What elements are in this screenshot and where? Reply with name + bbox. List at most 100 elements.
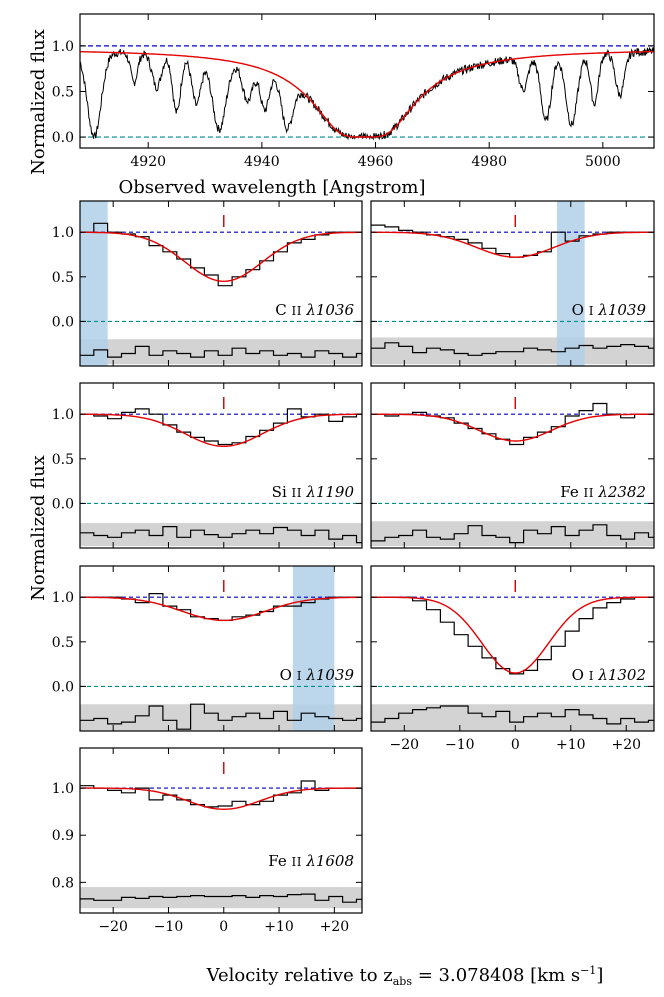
panels-xlabel-main: Velocity relative to z (206, 965, 393, 986)
velocity-ytick-label: 1.0 (52, 781, 74, 797)
velocity-panel-3: 0.0 0.5 1.0 Si II λ1190 (52, 382, 363, 549)
panels-xlabel-exp: −1 (580, 964, 596, 977)
panel-ion-label: O I λ1302 (572, 666, 646, 684)
panel-ion-label: O I λ1039 (572, 301, 647, 319)
data-step-line (80, 780, 362, 808)
ion-wavelength: λ1036 (305, 301, 354, 319)
ion-wavelength: λ1039 (597, 301, 646, 319)
velocity-panel-7: −20 −10 0 +10 +20 0.8 0.9 1.0 Fe II λ1608 (52, 747, 363, 935)
overview-dla-model-line (80, 50, 654, 138)
overview-plot-area (80, 45, 654, 141)
panel-ion-label: Fe II λ2382 (560, 483, 646, 501)
panels-xlabel-end: ] (596, 965, 603, 986)
panel-frame (370, 382, 655, 549)
overview-ylabel: Normalized flux (28, 29, 49, 175)
residual-band (80, 339, 362, 365)
overview-xtick-label: 4940 (244, 154, 280, 170)
velocity-xtick-label: +20 (611, 737, 641, 753)
ion-stage: II (292, 855, 307, 869)
velocity-ytick-label: 0.9 (52, 828, 74, 844)
model-line (371, 413, 653, 442)
panel-ion-label: C II λ1036 (275, 301, 354, 319)
velocity-panel-5: 0.0 0.5 1.0 O I λ1039 (52, 565, 363, 732)
ion-element: O (572, 301, 589, 319)
model-line (80, 231, 361, 283)
ion-element: Fe (560, 483, 583, 501)
velocity-xtick-label: −20 (390, 737, 420, 753)
overview-xtick-label: 4960 (358, 154, 394, 170)
panel-ion-label: Si II λ1190 (272, 483, 355, 501)
panels-xlabel: Velocity relative to zabs = 3.078408 [km… (206, 964, 604, 988)
residual-step-line (371, 342, 654, 356)
residual-step-line (80, 526, 362, 544)
residual-band (80, 887, 362, 909)
data-step-line (371, 224, 654, 258)
ion-element: O (280, 666, 297, 684)
residual-band (371, 337, 654, 365)
velocity-ytick-label: 0.8 (52, 875, 74, 891)
ion-element: O (572, 666, 589, 684)
data-step-line (80, 408, 362, 446)
ion-stage: I (589, 304, 599, 318)
residual-band (371, 704, 654, 731)
ion-element: Fe (268, 852, 291, 870)
velocity-xtick-label: 0 (219, 919, 228, 935)
velocity-ytick-label: 0.0 (52, 314, 74, 330)
ion-stage: I (297, 669, 307, 683)
velocity-xtick-label: +10 (264, 919, 294, 935)
velocity-ytick-label: 1.0 (52, 225, 74, 241)
panel-plot-area (80, 397, 362, 547)
model-line (80, 413, 361, 447)
overview-xlabel: Observed wavelength [Angstrom] (118, 177, 425, 198)
overview-ytick-label: 0.0 (52, 130, 74, 146)
panel-frame (79, 747, 363, 914)
velocity-xtick-label: −20 (98, 919, 128, 935)
overview-xtick-label: 4920 (130, 154, 166, 170)
velocity-panel-6: −20 −10 0 +10 +20 O I λ1302 (370, 565, 655, 753)
velocity-panel-4: Fe II λ2382 (370, 382, 655, 549)
ion-element: C (275, 301, 291, 319)
panel-ion-label: O I λ1039 (280, 666, 355, 684)
residual-step-line (80, 893, 362, 903)
model-line (80, 596, 361, 622)
model-line (80, 787, 361, 811)
velocity-xtick-label: +20 (320, 919, 350, 935)
ion-stage: II (292, 304, 307, 318)
velocity-panel-1: 0.0 0.5 1.0 C II λ1036 (52, 200, 363, 367)
ion-wavelength: λ1039 (305, 666, 354, 684)
residual-step-line (371, 524, 654, 544)
residual-band (80, 523, 362, 547)
ion-wavelength: λ2382 (597, 483, 646, 501)
panel-plot-area (371, 397, 654, 547)
overview-xtick-label: 4980 (471, 154, 507, 170)
velocity-panels: 0.00.51.0C II λ1036 O I λ10390.00.51.0Si … (52, 200, 655, 935)
velocity-ytick-label: 0.0 (52, 496, 74, 512)
panel-plot-area (371, 201, 654, 366)
overview-frame (79, 13, 655, 149)
ion-stage: II (292, 486, 307, 500)
overview-panel: 4920 4940 4960 4980 5000 0.0 0.5 1.0 (52, 13, 655, 170)
velocity-ytick-label: 0.5 (52, 270, 74, 286)
velocity-panel-2: O I λ1039 (370, 200, 655, 367)
ion-stage: I (589, 669, 599, 683)
residual-step-line (80, 345, 362, 358)
panel-plot-area (80, 201, 362, 366)
ion-wavelength: λ1190 (305, 483, 354, 501)
ion-element: Si (272, 483, 292, 501)
masked-region (556, 201, 585, 366)
data-step-line (371, 596, 654, 675)
panel-plot-area (80, 566, 362, 731)
panel-frame (370, 200, 655, 367)
panel-frame (79, 382, 363, 549)
velocity-xtick-label: −10 (445, 737, 475, 753)
panels-xlabel-sub: abs (393, 975, 413, 988)
velocity-xtick-label: −10 (154, 919, 184, 935)
overview-ytick-label: 1.0 (52, 39, 74, 55)
panel-frame (370, 565, 655, 732)
velocity-ytick-label: 0.0 (52, 679, 74, 695)
panels-xlabel-tail: = 3.078408 [km s (412, 965, 580, 986)
velocity-ytick-label: 0.5 (52, 635, 74, 651)
velocity-xtick-label: +10 (556, 737, 586, 753)
masked-region (292, 566, 335, 731)
model-line (371, 231, 653, 258)
